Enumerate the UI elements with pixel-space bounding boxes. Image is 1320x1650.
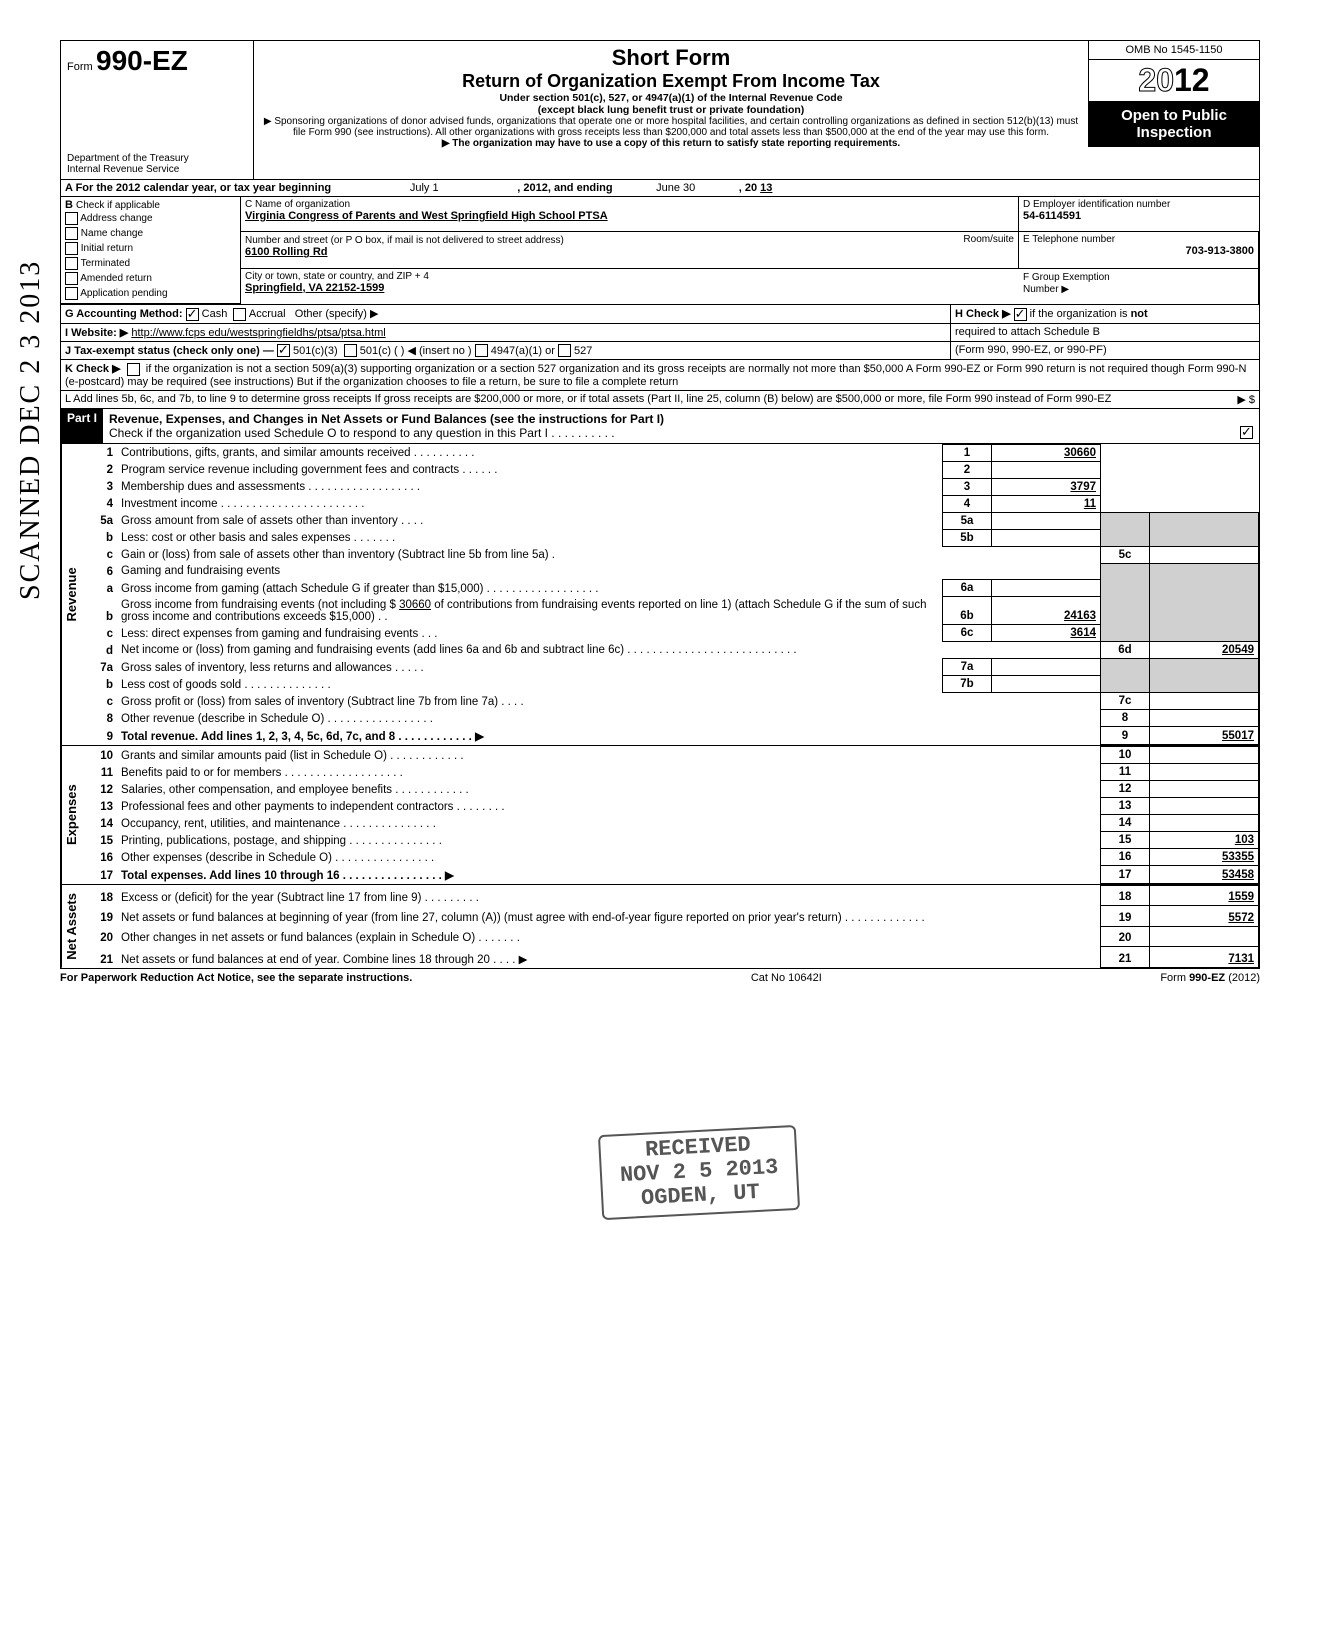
- j-label: J Tax-exempt status (check only one) —: [65, 345, 274, 357]
- net-assets-table: 18Excess or (deficit) for the year (Subt…: [81, 885, 1259, 968]
- b-check-if: Check if applicable: [76, 200, 160, 211]
- part1-header: Part I Revenue, Expenses, and Changes in…: [60, 409, 1260, 444]
- ein: 54-6114591: [1023, 210, 1081, 222]
- row-a-end: June 30: [616, 182, 736, 194]
- h-not: not: [1131, 308, 1148, 320]
- j-c: ) ◀ (insert no ): [401, 345, 472, 357]
- sponsor-text: ▶ Sponsoring organizations of donor advi…: [262, 116, 1080, 138]
- j-d: 4947(a)(1) or: [491, 345, 555, 357]
- i-label: I Website: ▶: [65, 327, 128, 339]
- h-label: H Check ▶: [955, 308, 1011, 320]
- form-header: Form 990-EZ Department of the Treasury I…: [60, 40, 1260, 180]
- info-block: B Check if applicable Address change Nam…: [60, 197, 1260, 305]
- chk-k[interactable]: [127, 363, 140, 376]
- chk-cash[interactable]: [186, 308, 199, 321]
- footer-left: For Paperwork Reduction Act Notice, see …: [60, 972, 412, 984]
- k-text: if the organization is not a section 509…: [65, 363, 1246, 388]
- section-net-assets: Net Assets: [61, 885, 81, 968]
- g-other: Other (specify) ▶: [295, 308, 379, 320]
- section-expenses: Expenses: [61, 746, 81, 884]
- h-text2: required to attach Schedule B: [955, 326, 1100, 338]
- h-text3: (Form 990, 990-EZ, or 990-PF): [955, 344, 1107, 356]
- part1-label: Part I: [61, 409, 103, 443]
- d-label: D Employer identification number: [1023, 199, 1255, 210]
- chk-part1[interactable]: [1240, 426, 1253, 439]
- b-item-3: Terminated: [81, 258, 130, 269]
- l-text: L Add lines 5b, 6c, and 7b, to line 9 to…: [65, 393, 1111, 405]
- row-a-mid: , 2012, and ending: [517, 182, 612, 194]
- website: http://www.fcps edu/westspringfieldhs/pt…: [131, 327, 385, 339]
- b-item-5: Application pending: [80, 288, 167, 299]
- chk-name[interactable]: [65, 227, 78, 240]
- footer: For Paperwork Reduction Act Notice, see …: [60, 969, 1260, 984]
- row-a-label: A For the 2012 calendar year, or tax yea…: [65, 182, 331, 194]
- inspection: Inspection: [1093, 124, 1255, 141]
- form-number: 990-EZ: [96, 45, 188, 76]
- f-label: F Group Exemption: [1023, 272, 1110, 283]
- city: Springfield, VA 22152-1599: [245, 282, 384, 294]
- c-label: C Name of organization: [245, 199, 1014, 210]
- chk-amended[interactable]: [65, 272, 78, 285]
- g-accrual: Accrual: [249, 308, 286, 320]
- g-cash: Cash: [202, 308, 228, 320]
- footer-mid: Cat No 10642I: [751, 972, 822, 984]
- b-item-0: Address change: [80, 213, 152, 224]
- b-item-4: Amended return: [80, 273, 152, 284]
- e-label: E Telephone number: [1023, 234, 1254, 245]
- b-item-1: Name change: [81, 228, 143, 239]
- revenue-table: 1Contributions, gifts, grants, and simil…: [81, 444, 1259, 746]
- received-stamp: RECEIVED NOV 2 5 2013 OGDEN, UT: [598, 1125, 801, 1220]
- l-arrow: ▶ $: [1237, 393, 1255, 406]
- year-bold: 12: [1174, 62, 1210, 98]
- subtitle-except: (except black lung benefit trust or priv…: [538, 104, 805, 116]
- b-item-2: Initial return: [81, 243, 133, 254]
- section-revenue: Revenue: [61, 444, 81, 746]
- chk-501c[interactable]: [344, 344, 357, 357]
- j-a: 501(c)(3): [293, 345, 338, 357]
- chk-terminated[interactable]: [65, 257, 78, 270]
- part1-check: Check if the organization used Schedule …: [109, 426, 615, 440]
- omb-number: OMB No 1545-1150: [1089, 41, 1259, 60]
- state-text: ▶ The organization may have to use a cop…: [442, 138, 900, 149]
- row-a-begin: July 1: [334, 182, 514, 194]
- j-e: 527: [574, 345, 592, 357]
- chk-pending[interactable]: [65, 287, 78, 300]
- form-prefix: Form: [67, 61, 93, 73]
- street: 6100 Rolling Rd: [245, 246, 328, 258]
- room-label: Room/suite: [963, 234, 1014, 245]
- row-a: A For the 2012 calendar year, or tax yea…: [60, 180, 1260, 197]
- row-a-suffix: , 20: [739, 182, 757, 194]
- street-label: Number and street (or P O box, if mail i…: [245, 235, 564, 246]
- phone: 703-913-3800: [1185, 245, 1254, 257]
- j-b: 501(c) (: [360, 345, 398, 357]
- year-outline: 20: [1138, 62, 1174, 98]
- chk-accrual[interactable]: [233, 308, 246, 321]
- title-short-form: Short Form: [262, 45, 1080, 71]
- chk-h[interactable]: [1014, 308, 1027, 321]
- k-label: K Check ▶: [65, 363, 121, 375]
- b-label: B: [65, 199, 73, 211]
- row-a-yr: 13: [760, 182, 772, 194]
- f-label2: Number ▶: [1023, 284, 1069, 295]
- expenses-table: 10Grants and similar amounts paid (list …: [81, 746, 1259, 884]
- chk-initial[interactable]: [65, 242, 78, 255]
- scanned-stamp: SCANNED DEC 2 3 2013: [15, 260, 47, 600]
- city-label: City or town, state or country, and ZIP …: [245, 271, 1015, 282]
- h-text: if the organization is: [1030, 308, 1128, 320]
- chk-address[interactable]: [65, 212, 78, 225]
- subtitle-code: Under section 501(c), 527, or 4947(a)(1)…: [499, 92, 842, 104]
- chk-501c3[interactable]: [277, 344, 290, 357]
- footer-right: Form 990-EZ (2012): [1160, 972, 1260, 984]
- title-return: Return of Organization Exempt From Incom…: [262, 71, 1080, 92]
- g-label: G Accounting Method:: [65, 308, 183, 320]
- chk-527[interactable]: [558, 344, 571, 357]
- part1-title: Revenue, Expenses, and Changes in Net As…: [109, 412, 664, 426]
- dept-treasury: Department of the Treasury: [67, 153, 247, 164]
- irs-label: Internal Revenue Service: [67, 164, 247, 175]
- chk-4947[interactable]: [475, 344, 488, 357]
- org-name: Virginia Congress of Parents and West Sp…: [245, 210, 608, 222]
